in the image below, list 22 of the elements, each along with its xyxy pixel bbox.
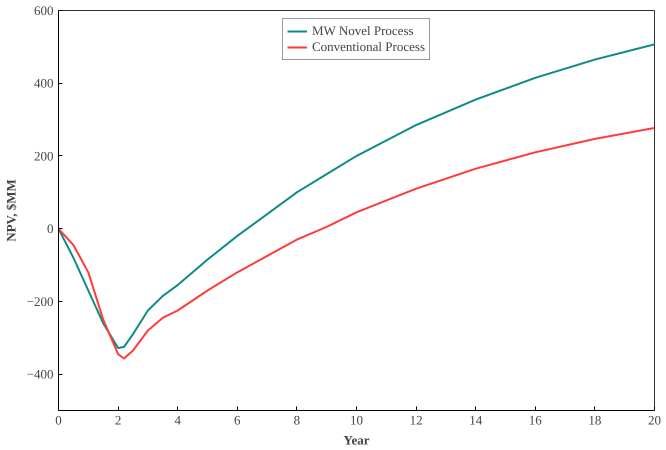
line-series	[58, 126, 654, 360]
x-tick-label: 14	[469, 412, 483, 428]
line-series	[58, 43, 654, 349]
x-tick-label: 12	[410, 412, 423, 428]
x-tick-label: 20	[648, 412, 661, 428]
y-tick-label: −200	[26, 294, 54, 309]
y-tick-label: −400	[26, 366, 54, 382]
x-tick-label: 6	[234, 412, 242, 428]
y-tick-label: 600	[34, 3, 54, 18]
legend-label: MW Novel Process	[312, 23, 414, 39]
x-axis-title: Year	[344, 432, 370, 448]
x-tick-label: 18	[588, 412, 602, 428]
x-tick-label: 4	[174, 412, 182, 428]
y-tick-label: 200	[34, 148, 54, 164]
x-tick-label: 2	[114, 412, 122, 428]
y-tick-label: 400	[34, 76, 54, 91]
y-tick-label: 0	[47, 221, 54, 236]
legend-label: Conventional Process	[312, 39, 426, 55]
x-tick-label: 8	[294, 412, 300, 428]
x-tick-label: 16	[528, 412, 542, 428]
y-axis-title: NPV, $MM	[4, 179, 19, 242]
x-tick-label: 10	[350, 412, 363, 428]
